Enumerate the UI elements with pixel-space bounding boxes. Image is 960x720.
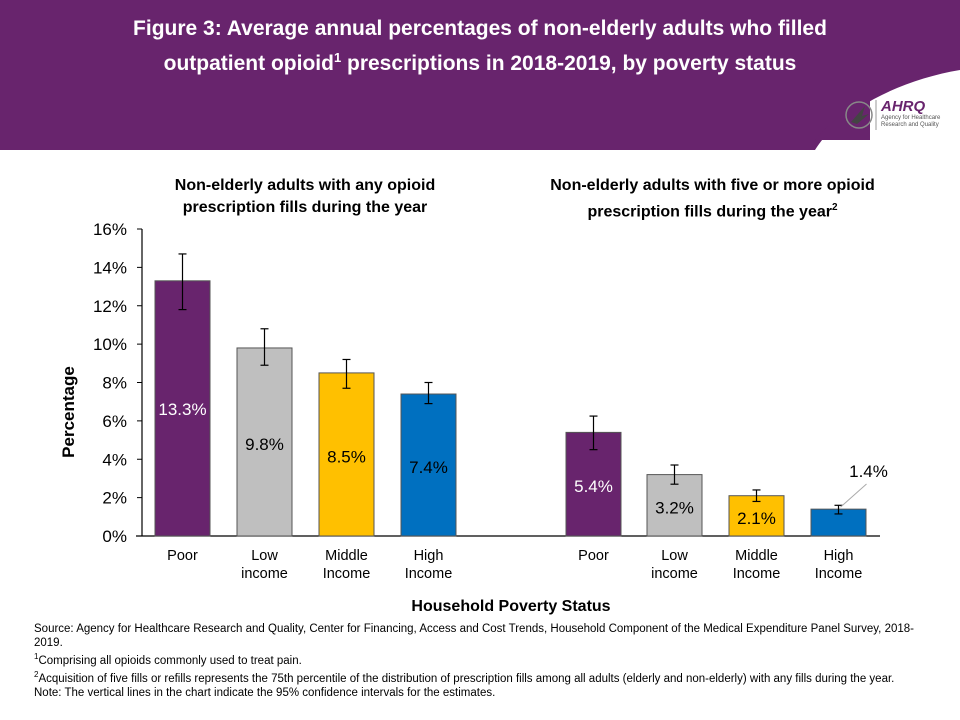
y-tick-label: 10% [93, 335, 127, 354]
x-tick-label: Low [251, 548, 278, 564]
ahrq-logo: AHRQ Agency for Healthcare Research and … [845, 98, 955, 138]
hhs-eagle-icon [845, 100, 877, 130]
logo-subtitle: Agency for Healthcare Research and Quali… [881, 115, 941, 128]
data-label: 7.4% [409, 458, 448, 477]
y-tick-label: 16% [93, 220, 127, 239]
x-tick-label: High [824, 548, 854, 564]
x-tick-label: Income [815, 566, 863, 582]
logo-name: AHRQ [881, 98, 926, 115]
x-tick-label: Income [405, 566, 453, 582]
x-axis-title: Household Poverty Status [411, 598, 610, 615]
bar-middle-income [728, 495, 785, 537]
y-tick-label: 2% [102, 489, 127, 508]
y-tick-label: 12% [93, 297, 127, 316]
y-tick-label: 14% [93, 258, 127, 277]
header-banner [0, 0, 960, 150]
x-tick-label: Low [661, 548, 688, 564]
panel-title-any: Non-elderly adults with any opioid presc… [174, 177, 436, 216]
source-note: Source: Agency for Healthcare Research a… [34, 623, 914, 649]
bar-middle-income [318, 372, 375, 537]
data-label: 2.1% [737, 509, 776, 528]
x-tick-label: income [241, 566, 288, 582]
page-title: Figure 3: Average annual percentages of … [133, 17, 827, 75]
bar-low-income [236, 347, 293, 537]
data-label: 3.2% [655, 498, 694, 517]
bar-low-income [646, 474, 703, 537]
x-tick-label: Middle [735, 548, 778, 564]
footnote-1: 1Comprising all opioids commonly used to… [34, 652, 302, 667]
x-tick-label: Poor [578, 548, 609, 564]
y-tick-label: 4% [102, 450, 127, 469]
x-tick-label: High [414, 548, 444, 564]
footnotes: Source: Agency for Healthcare Research a… [34, 622, 914, 700]
y-tick-label: 0% [102, 527, 127, 546]
footnote-note: Note: The vertical lines in the chart in… [34, 686, 496, 699]
data-label-leader [840, 483, 867, 508]
y-tick-label: 8% [102, 374, 127, 393]
data-label: 5.4% [574, 477, 613, 496]
data-label: 13.3% [158, 400, 206, 419]
x-tick-label: Income [323, 566, 371, 582]
footnote-2: 2Acquisition of five fills or refills re… [34, 669, 895, 685]
panel-title-five-plus: Non-elderly adults with five or more opi… [550, 177, 875, 221]
y-tick-label: 6% [102, 412, 127, 431]
x-tick-label: Income [733, 566, 781, 582]
bar-poor [154, 280, 211, 537]
data-label: 1.4% [849, 462, 888, 481]
y-axis-title: Percentage [59, 366, 78, 458]
data-label: 9.8% [245, 435, 284, 454]
bar-chart: 0% 2% 4% 6% 8% 10% 12% 14% 16% Percentage Househol… [59, 220, 888, 615]
x-tick-label: Middle [325, 548, 368, 564]
x-tick-label: Poor [167, 548, 198, 564]
data-label: 8.5% [327, 447, 366, 466]
x-tick-label: income [651, 566, 698, 582]
